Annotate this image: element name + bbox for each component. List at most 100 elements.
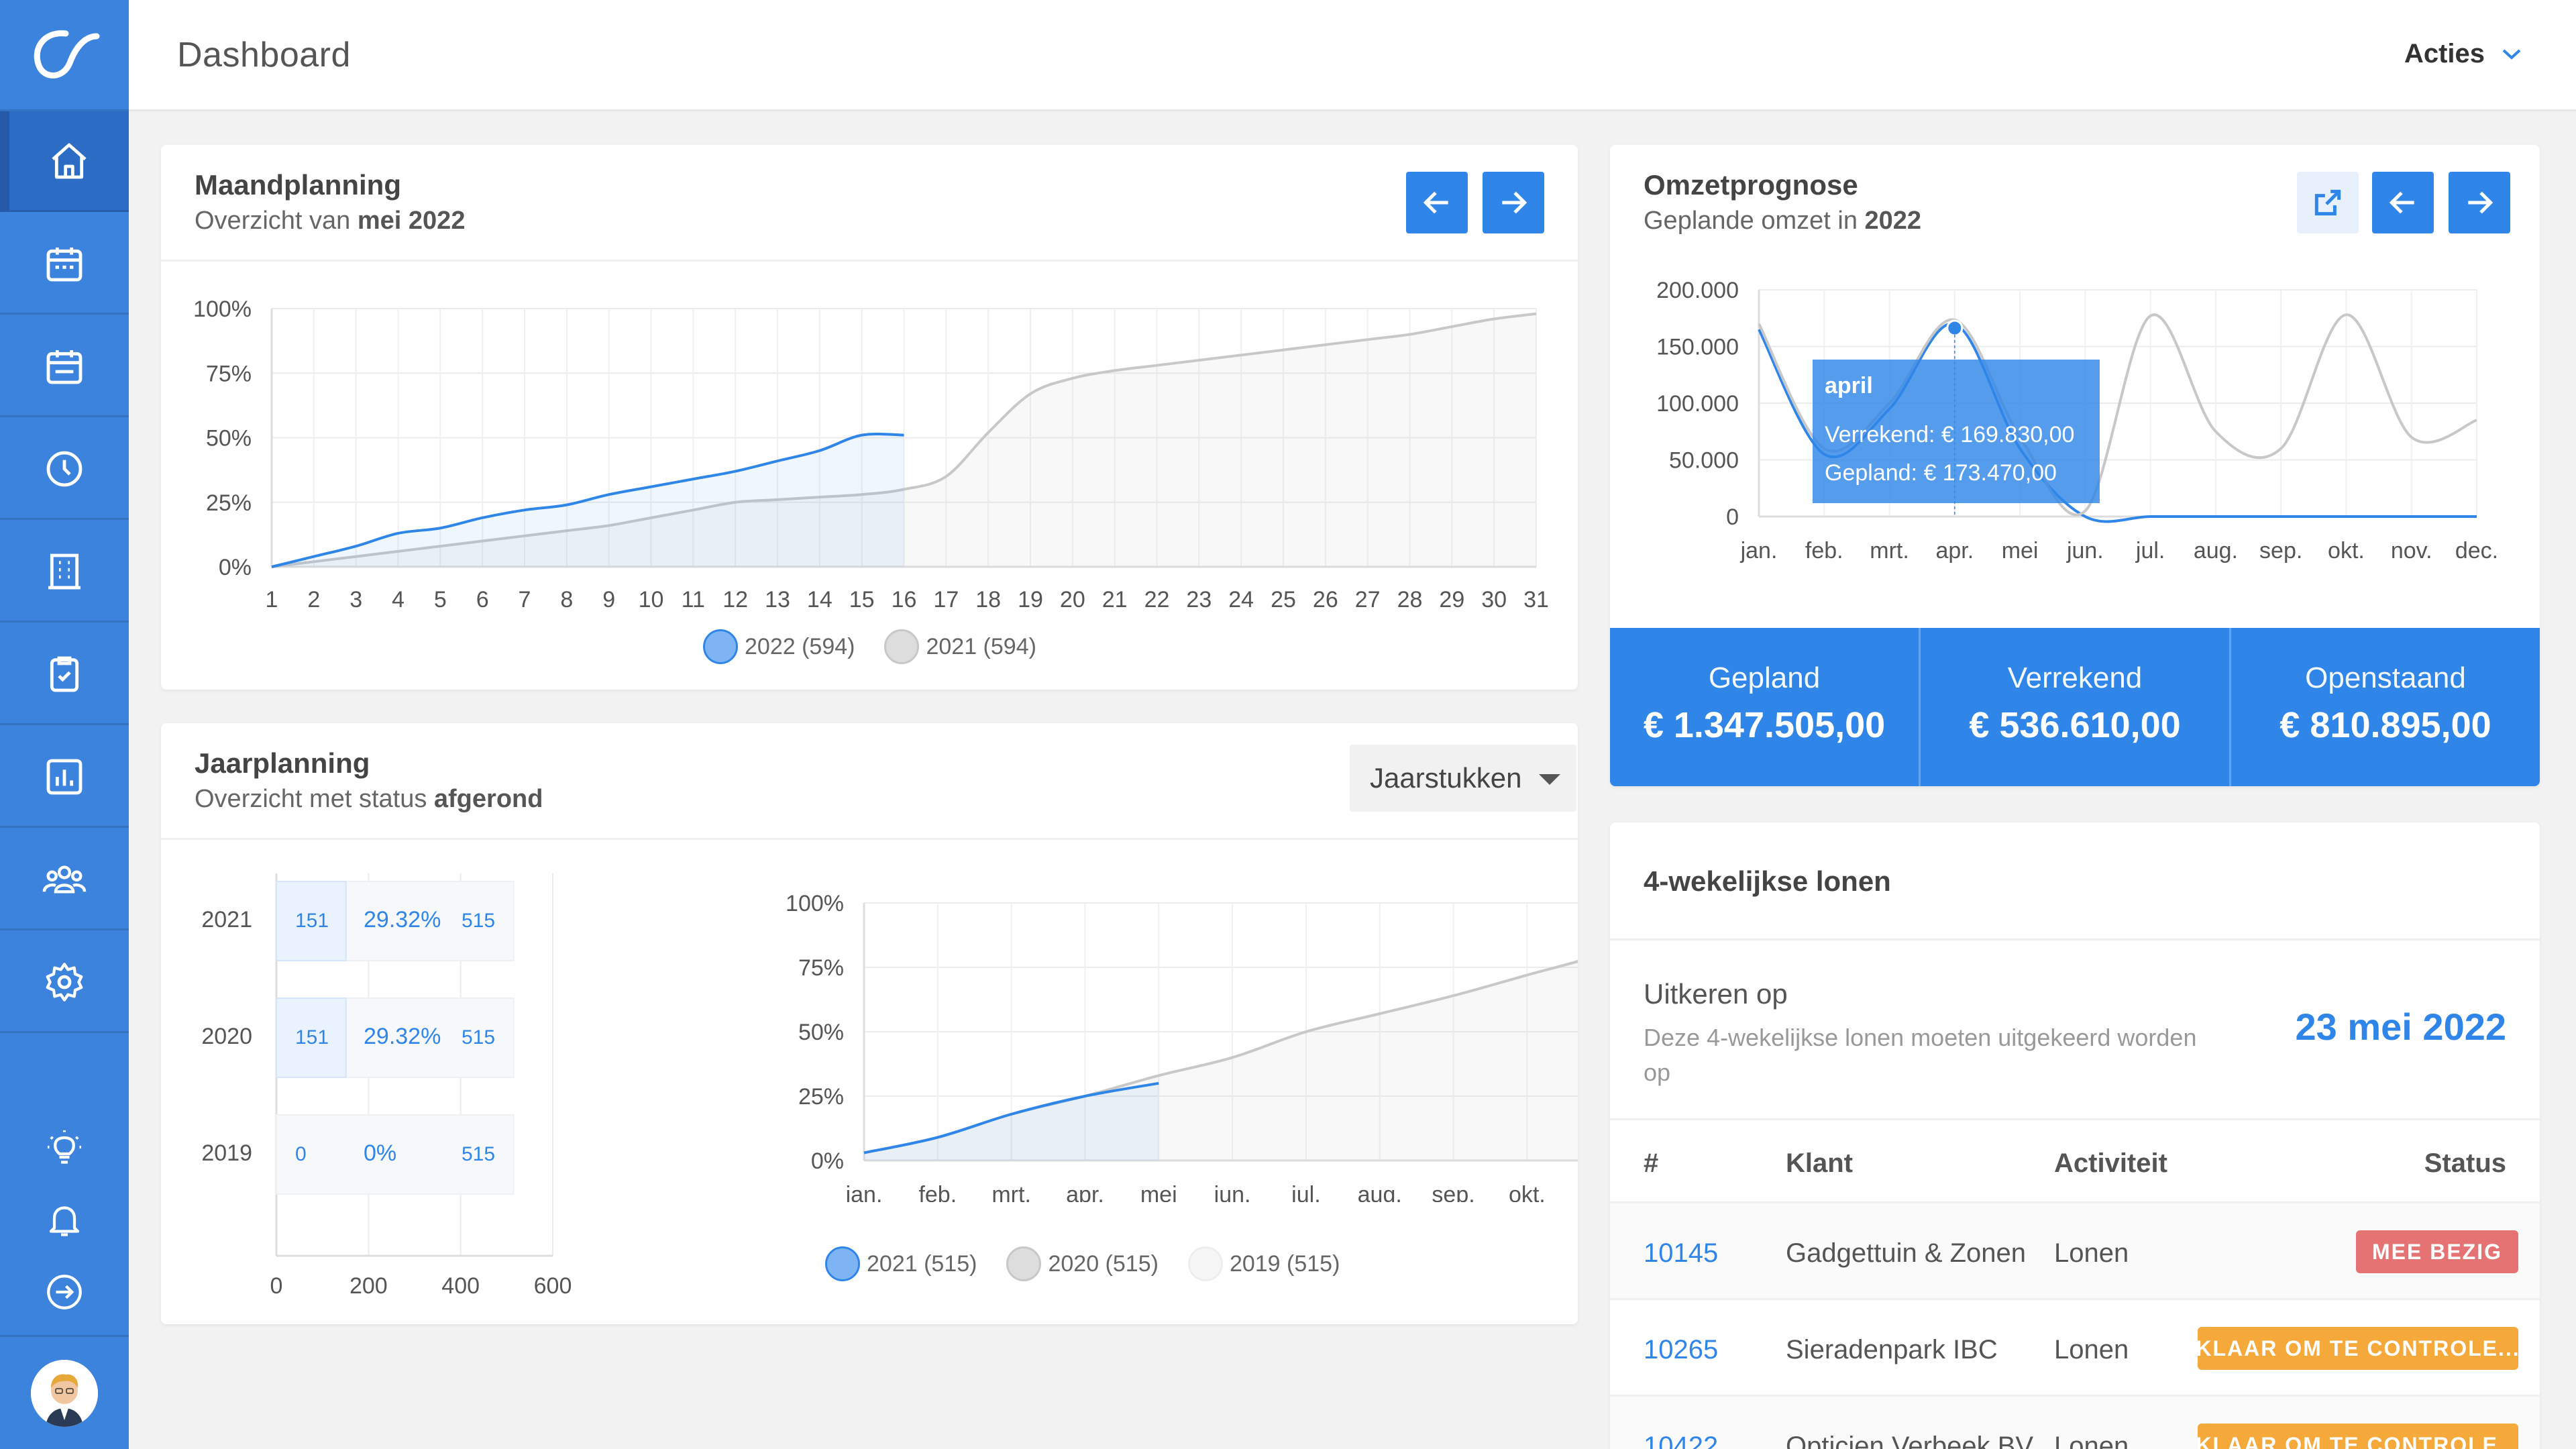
total-verrekend: Verrekend € 536.610,00 <box>1921 628 2231 786</box>
row-id-link[interactable]: 10145 <box>1644 1238 1719 1268</box>
arrow-right-icon <box>1502 191 1527 214</box>
x-tick-label: 1 <box>266 587 278 610</box>
y-tick-label: 25% <box>206 490 252 516</box>
sidebar-item-notifications[interactable] <box>0 1186 129 1253</box>
col-status: Status <box>2424 1148 2506 1178</box>
legend-item-2019[interactable]: 2019 (515) <box>1187 1246 1340 1281</box>
legend-label: 2021 (594) <box>926 633 1036 659</box>
prev-month-button[interactable] <box>1406 172 1468 233</box>
home-icon <box>52 143 87 178</box>
calendar-event-icon <box>46 350 83 384</box>
row-klant: Sieradenpark IBC <box>1786 1335 1998 1364</box>
omzetprognose-card: Omzetprognose Geplande omzet in 2022 200… <box>1610 145 2540 786</box>
next-year-button[interactable] <box>2449 172 2510 233</box>
jaarplanning-legend: 2021 (515) 2020 (515) 2019 (515) <box>825 1246 1340 1281</box>
x-tick-label: aug. <box>2194 538 2238 564</box>
x-tick-label: 21 <box>1102 587 1128 610</box>
hover-point <box>1946 319 1964 337</box>
legend-item-2022[interactable]: 2022 (594) <box>703 629 855 664</box>
prev-year-button[interactable] <box>2372 172 2434 233</box>
total-label: Verrekend <box>2007 661 2143 694</box>
legend-item-2021[interactable]: 2021 (515) <box>825 1246 977 1281</box>
sidebar-item-settings[interactable] <box>0 932 129 1033</box>
x-tick-label: 200 <box>350 1273 388 1296</box>
card-subtitle: Overzicht met status afgerond <box>195 785 543 814</box>
lightbulb-icon <box>48 1130 81 1164</box>
maandplanning-chart: 100%75%50%25%0%1 2 3 4 5 6 7 8 9 10 11 12 13 14 15 16 17… <box>193 297 1549 610</box>
y-tick-label: 2021 <box>201 907 252 932</box>
logo[interactable] <box>0 0 129 111</box>
x-tick-label: 28 <box>1397 587 1423 610</box>
row-activiteit: Lonen <box>2054 1432 2129 1449</box>
x-tick-label: dec. <box>2455 538 2498 564</box>
x-tick-label: 8 <box>560 587 573 610</box>
subtitle-year: 2022 <box>1864 207 1922 235</box>
series-area <box>864 961 1578 1161</box>
row-id-link[interactable]: 10265 <box>1644 1335 1719 1364</box>
table-row[interactable]: 10265 Sieradenpark IBC Lonen KLAAR OM TE… <box>1610 1300 2540 1397</box>
total-label: Openstaand <box>2305 661 2466 694</box>
table-row[interactable]: 10422 Opticien Verbeek BV Lonen KLAAR OM… <box>1610 1397 2540 1449</box>
legend-item-2020[interactable]: 2020 (515) <box>1006 1246 1159 1281</box>
bar-total-label: 515 <box>462 1143 495 1165</box>
sidebar-item-tasks[interactable] <box>0 625 129 725</box>
legend-label: 2022 (594) <box>745 633 855 659</box>
y-tick-label: 2019 <box>201 1140 252 1166</box>
row-id-link[interactable]: 10422 <box>1644 1432 1719 1449</box>
x-tick-label: sep. <box>2259 538 2302 564</box>
legend-label: 2019 (515) <box>1229 1250 1340 1277</box>
legend-item-2021[interactable]: 2021 (594) <box>884 629 1036 664</box>
sidebar-item-logout[interactable] <box>0 1258 129 1326</box>
x-tick-label: 11 <box>682 587 705 610</box>
subtitle-status: afgerond <box>433 785 543 813</box>
legend-dot <box>1006 1246 1042 1281</box>
y-tick-label: 200.000 <box>1656 278 1739 303</box>
x-tick-label: 29 <box>1439 587 1464 610</box>
col-id: # <box>1644 1148 1659 1178</box>
avatar <box>31 1359 98 1427</box>
user-menu[interactable] <box>0 1335 129 1449</box>
next-month-button[interactable] <box>1483 172 1544 233</box>
sidebar-item-company[interactable] <box>0 522 129 623</box>
row-activiteit: Lonen <box>2054 1238 2129 1268</box>
x-tick-label: 22 <box>1144 587 1170 610</box>
x-tick-label: 3 <box>350 587 362 610</box>
subtitle-prefix: Geplande omzet in <box>1644 207 1865 235</box>
open-external-button[interactable] <box>2297 172 2359 233</box>
y-tick-label: 50.000 <box>1669 448 1739 474</box>
card-subtitle: Geplande omzet in 2022 <box>1644 207 1921 235</box>
external-link-icon <box>2314 189 2341 216</box>
table-row[interactable]: 10145 Gadgettuin & Zonen Lonen MEE BEZIG <box>1610 1203 2540 1300</box>
x-tick-label: 14 <box>807 587 833 610</box>
sidebar-item-home[interactable] <box>0 111 129 212</box>
subtitle-prefix: Overzicht van <box>195 207 358 235</box>
y-tick-label: 50% <box>798 1020 844 1045</box>
sidebar-item-reports[interactable] <box>0 727 129 828</box>
card-header: Omzetprognose Geplande omzet in 2022 <box>1610 145 2540 262</box>
y-tick-label: 0% <box>811 1148 844 1174</box>
payout-description: Deze 4-wekelijkse lonen moeten uitgekeer… <box>1644 1024 2197 1051</box>
bar-done <box>276 998 347 1078</box>
y-tick-label: 0 <box>1726 504 1739 530</box>
sidebar-item-tips[interactable] <box>0 1114 129 1181</box>
row-klant: Opticien Verbeek BV <box>1786 1432 2034 1449</box>
jaarplanning-line-chart: 100% 75% 50% 25% 0%jan. feb. mrt. apr. mei jun. ju… <box>786 891 1578 1202</box>
sidebar-item-time[interactable] <box>0 419 129 520</box>
x-tick-label: 18 <box>975 587 1001 610</box>
actions-dropdown[interactable]: Acties <box>2404 39 2522 69</box>
x-tick-label: feb. <box>918 1182 957 1202</box>
sidebar-item-calendar[interactable] <box>0 214 129 315</box>
y-tick-label: 100.000 <box>1656 391 1739 417</box>
x-tick-label: 17 <box>933 587 959 610</box>
category-select[interactable]: Jaarstukken <box>1350 745 1576 812</box>
x-tick-label: apr. <box>1066 1182 1104 1202</box>
chart-icon <box>46 759 83 794</box>
payout-date: 23 mei 2022 <box>2295 1006 2506 1048</box>
sidebar-item-users[interactable] <box>0 830 129 930</box>
sidebar-item-planning[interactable] <box>0 317 129 417</box>
col-klant: Klant <box>1786 1148 1853 1178</box>
page-title: Dashboard <box>177 36 351 74</box>
x-tick-label: 31 <box>1523 587 1549 610</box>
x-tick-label: 20 <box>1060 587 1085 610</box>
tooltip-month: april <box>1825 373 1873 398</box>
